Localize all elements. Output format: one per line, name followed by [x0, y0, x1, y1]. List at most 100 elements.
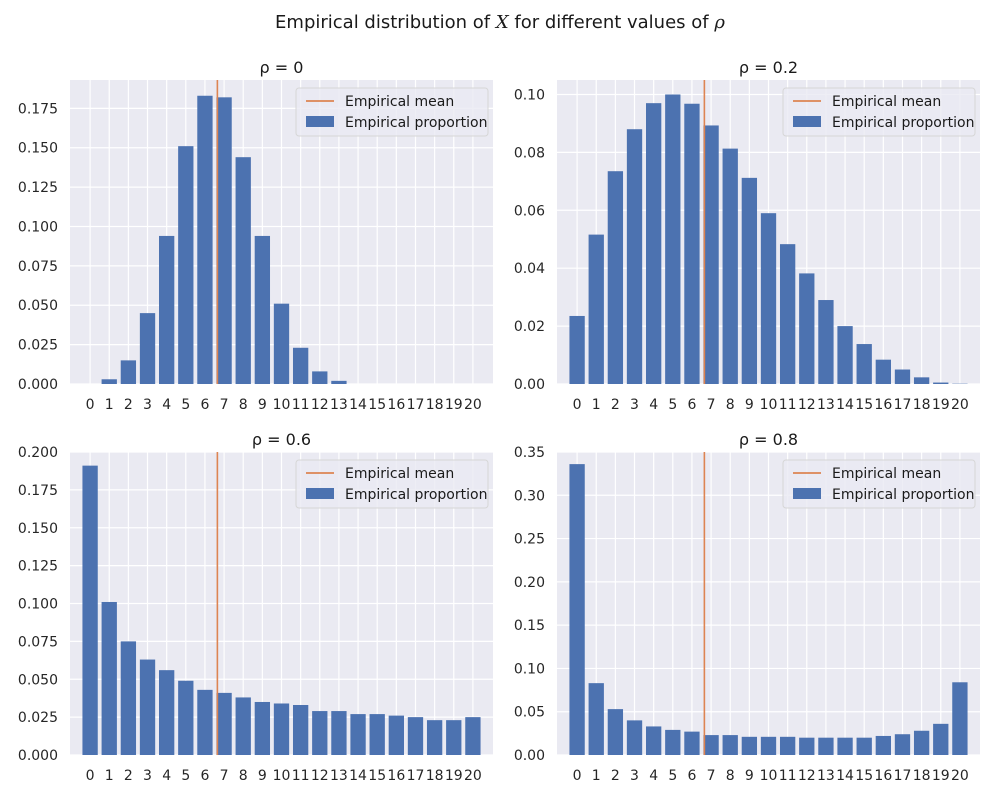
y-tick-label: 0.175 [18, 101, 58, 117]
bar [101, 379, 117, 384]
x-tick-label: 14 [349, 768, 367, 784]
x-tick-label: 0 [86, 397, 95, 413]
x-tick-label: 12 [311, 768, 329, 784]
bar [779, 244, 796, 384]
x-tick-label: 15 [855, 397, 873, 413]
bar [684, 103, 700, 384]
legend-box [295, 87, 489, 137]
x-tick-label: 6 [200, 397, 209, 413]
x-tick-label: 1 [105, 397, 114, 413]
bar [913, 730, 930, 755]
legend-box [782, 459, 976, 509]
bar [139, 659, 156, 755]
bar [933, 723, 949, 755]
bar [235, 157, 251, 384]
subplot-3: 0.000.050.100.150.200.250.300.350 1 2 3 4 5 6 7… [514, 430, 980, 784]
y-tick-label: 0.08 [514, 145, 545, 161]
bar [646, 726, 662, 755]
bar [779, 736, 796, 755]
subplot-2: 0.000 0.025 0.050 0.075 0.100 0.125 0.150 0.175… [18, 430, 493, 784]
x-tick-label: 9 [258, 768, 267, 784]
subplot-1: 0.000.020.040.060.080.100 1 2 3 4 5 6 7 8 9 10 11 12… [514, 58, 980, 413]
bar [741, 177, 758, 384]
x-tick-label: 2 [611, 768, 620, 784]
legend-proportion-swatch [306, 116, 334, 127]
bar [646, 103, 662, 385]
bar [273, 303, 290, 384]
bar [159, 670, 175, 755]
bar [703, 125, 719, 385]
x-tick-label: 13 [817, 397, 835, 413]
bar [159, 235, 175, 384]
x-tick-label: 13 [330, 768, 348, 784]
bar [760, 736, 777, 755]
bar [120, 641, 137, 755]
legend-proportion-label: Empirical proportion [345, 115, 487, 131]
bar [369, 714, 385, 755]
bar [703, 735, 719, 755]
x-tick-label: 11 [779, 397, 797, 413]
y-tick-label: 0.100 [18, 219, 58, 235]
bar [331, 711, 347, 755]
x-tick-label: 7 [220, 397, 229, 413]
x-tick-label: 8 [726, 397, 735, 413]
x-tick-label: 10 [273, 768, 291, 784]
title-variable: X [495, 12, 509, 33]
y-tick-label: 0.02 [514, 319, 545, 335]
x-tick-label: 6 [687, 768, 696, 784]
bar [569, 464, 585, 755]
x-tick-label: 9 [258, 397, 267, 413]
x-tick-label: 12 [311, 397, 329, 413]
y-tick-label: 0.25 [514, 532, 545, 548]
y-tick-label: 0.125 [18, 180, 58, 196]
x-tick-label: 13 [817, 768, 835, 784]
subplot-0: 0.000 0.025 0.050 0.075 0.100 0.125 0.150 0.175… [18, 58, 493, 413]
bar [235, 697, 251, 755]
legend-box [295, 459, 489, 509]
x-tick-label: 20 [951, 397, 969, 413]
x-tick-label: 20 [464, 768, 482, 784]
bar [799, 737, 815, 755]
x-tick-label: 18 [913, 397, 931, 413]
legend-box [782, 87, 976, 137]
bar [197, 95, 213, 385]
bar [952, 682, 968, 755]
x-tick-label: 7 [707, 397, 716, 413]
x-tick-label: 17 [407, 397, 425, 413]
bar [722, 148, 738, 384]
x-tick-label: 19 [445, 768, 463, 784]
x-tick-label: 12 [798, 768, 816, 784]
x-tick-label: 3 [630, 768, 639, 784]
bar [292, 705, 309, 755]
bar [837, 737, 853, 755]
y-tick-label: 0.04 [514, 261, 545, 277]
x-tick-label: 18 [426, 768, 444, 784]
bar [626, 129, 643, 384]
title-symbol: ρ [714, 12, 725, 33]
y-tick-label: 0.000 [18, 748, 58, 764]
y-tick-label: 0.025 [18, 710, 58, 726]
bar [894, 734, 911, 755]
bar [741, 736, 758, 755]
bar [178, 680, 194, 755]
y-tick-label: 0.125 [18, 559, 58, 575]
x-tick-label: 10 [760, 768, 778, 784]
bar [426, 720, 443, 755]
bar [837, 326, 853, 384]
y-tick-label: 0.20 [514, 575, 545, 591]
x-tick-label: 4 [162, 768, 171, 784]
x-tick-label: 14 [349, 397, 367, 413]
legend-proportion-label: Empirical proportion [832, 487, 974, 503]
x-tick-label: 19 [445, 397, 463, 413]
y-tick-label: 0.15 [514, 618, 545, 634]
bar [569, 315, 585, 384]
legend: Empirical mean Empirical proportion [295, 459, 489, 509]
y-tick-label: 0.150 [18, 141, 58, 157]
x-tick-label: 15 [855, 768, 873, 784]
bar [120, 360, 137, 384]
x-tick-label: 19 [932, 768, 950, 784]
bar [607, 709, 624, 755]
x-tick-label: 17 [894, 768, 912, 784]
bar [139, 313, 156, 384]
